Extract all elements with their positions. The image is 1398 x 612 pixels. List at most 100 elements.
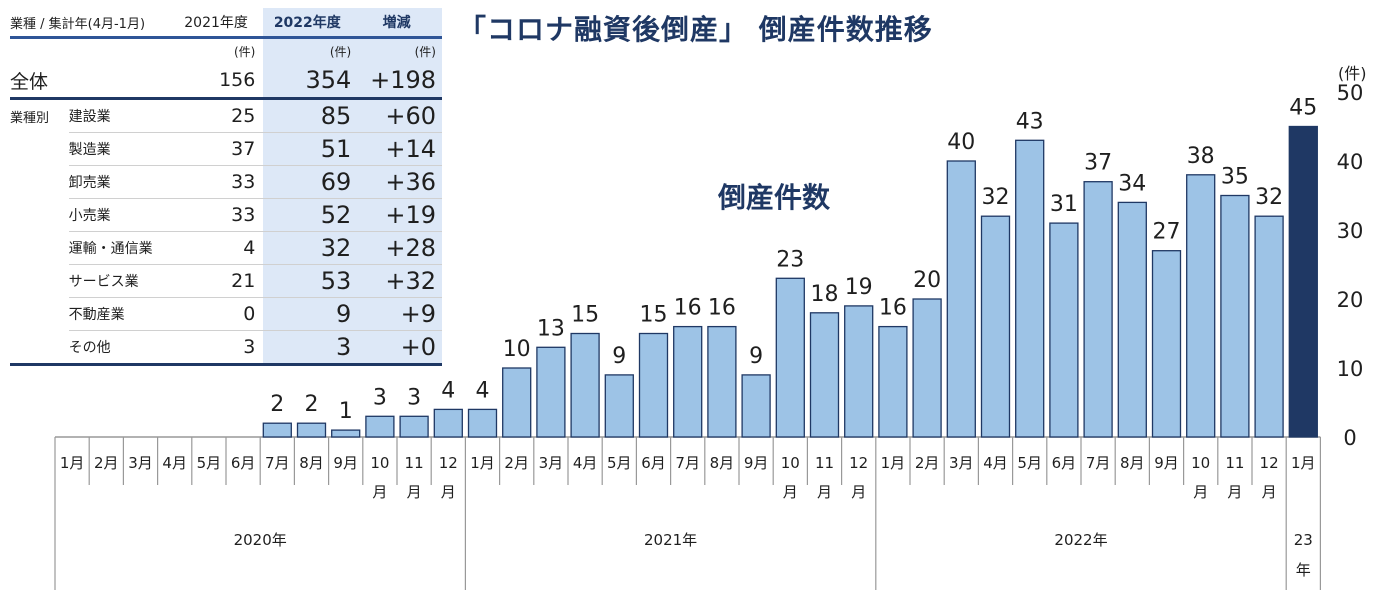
month-label: 1月 [881, 454, 906, 472]
year-label: 23 [1294, 531, 1313, 549]
summary-table: 業種 / 集計年(4月-1月) 2021年度 2022年度 増減 (件) (件)… [10, 8, 442, 366]
month-label: 9月 [333, 454, 358, 472]
bar [296, 422, 327, 438]
value-2021: 37 [176, 132, 264, 166]
month-label: 4月 [573, 454, 598, 472]
header-2021: 2021年度 [184, 15, 248, 31]
value-diff: +9 [357, 297, 442, 331]
data-label: 4 [441, 378, 455, 403]
month-label: 月 [817, 483, 832, 501]
bar [399, 415, 429, 438]
total-label: 全体 [10, 63, 177, 100]
month-label: 4月 [162, 454, 187, 472]
unit-2021: (件) [233, 44, 256, 59]
month-label: 3月 [128, 454, 153, 472]
table-unit-row: (件) (件) (件) [10, 37, 442, 63]
value-diff: +32 [357, 264, 442, 298]
table-row-total: 全体 156 354 +198 [10, 63, 442, 100]
group-label: 業種別 [10, 110, 50, 126]
month-label: 11 [815, 454, 834, 472]
y-tick-label: 30 [1337, 219, 1364, 243]
table-row: その他 3 3 +0 [10, 330, 442, 366]
bar [467, 408, 498, 438]
value-2022: 51 [263, 132, 358, 166]
bar [1220, 194, 1250, 438]
industry-label: 建設業 [68, 98, 177, 133]
bar [980, 215, 1011, 438]
industry-label: サービス業 [68, 264, 177, 298]
unit-2022: (件) [263, 37, 358, 63]
month-label: 5月 [1017, 454, 1042, 472]
value-diff: +28 [357, 231, 442, 265]
bar [536, 346, 566, 438]
data-label: 23 [776, 247, 804, 272]
y-tick-label: 20 [1337, 288, 1364, 312]
value-diff: +19 [357, 198, 442, 232]
data-label: 43 [1016, 109, 1044, 134]
table-row: 運輸・通信業 4 32 +28 [10, 231, 442, 265]
total-2021: 156 [176, 63, 264, 100]
data-label: 35 [1221, 165, 1249, 190]
bar [912, 298, 942, 438]
table-row: サービス業 21 53 +32 [10, 264, 442, 298]
data-label: 4 [476, 378, 490, 403]
month-label: 7月 [265, 454, 290, 472]
year-label: 2022年 [1054, 531, 1107, 549]
month-label: 1月 [60, 454, 85, 472]
month-label: 10 [1191, 454, 1210, 472]
industry-label: 小売業 [68, 198, 177, 232]
bar [1049, 222, 1079, 438]
year-label: 2021年 [644, 531, 697, 549]
bar [604, 374, 634, 438]
bar [262, 422, 292, 438]
data-label: 15 [571, 303, 599, 328]
month-label: 6月 [231, 454, 256, 472]
data-label: 27 [1153, 220, 1181, 245]
unit-diff: (件) [357, 37, 442, 63]
total-diff: +198 [357, 63, 442, 100]
data-label: 45 [1289, 96, 1317, 121]
chart-title: 「コロナ融資後倒産」 倒産件数推移 [458, 13, 933, 46]
month-label: 月 [1227, 483, 1242, 501]
data-label: 32 [1255, 185, 1283, 210]
bar [707, 325, 737, 438]
y-tick-label: 50 [1337, 81, 1364, 105]
month-label: 7月 [675, 454, 700, 472]
table-row: 業種別 建設業 25 85 +60 [10, 98, 442, 133]
data-label: 18 [811, 282, 839, 307]
value-2021: 3 [176, 330, 264, 366]
data-label: 40 [947, 130, 975, 155]
value-2022: 53 [263, 264, 358, 298]
month-label: 2月 [504, 454, 529, 472]
bar [741, 374, 771, 438]
table-header-row: 業種 / 集計年(4月-1月) 2021年度 2022年度 増減 [10, 8, 442, 38]
y-tick-label: 10 [1337, 357, 1364, 381]
y-tick-label: 0 [1343, 426, 1356, 450]
value-2021: 0 [176, 297, 264, 331]
bar [878, 325, 908, 438]
data-label: 3 [373, 385, 387, 410]
value-2021: 25 [176, 98, 264, 133]
table-row: 不動産業 0 9 +9 [10, 297, 442, 331]
value-diff: +14 [357, 132, 442, 166]
month-label: 9月 [744, 454, 769, 472]
month-label: 2月 [94, 454, 119, 472]
month-label: 月 [851, 483, 866, 501]
bar [1151, 250, 1182, 438]
value-diff: +0 [357, 330, 442, 366]
data-label: 20 [913, 268, 941, 293]
y-axis-unit: (件) [1338, 64, 1367, 83]
data-label: 1 [339, 399, 353, 424]
year-label: 年 [1296, 561, 1311, 579]
value-2022: 9 [263, 297, 358, 331]
header-diff: 増減 [357, 8, 442, 38]
month-label: 8月 [299, 454, 324, 472]
bar [1117, 201, 1147, 438]
month-label: 月 [783, 483, 798, 501]
total-2022: 354 [263, 63, 358, 100]
bar [1083, 181, 1113, 438]
month-label: 2月 [915, 454, 940, 472]
data-label: 9 [612, 344, 626, 369]
bar [365, 415, 395, 438]
